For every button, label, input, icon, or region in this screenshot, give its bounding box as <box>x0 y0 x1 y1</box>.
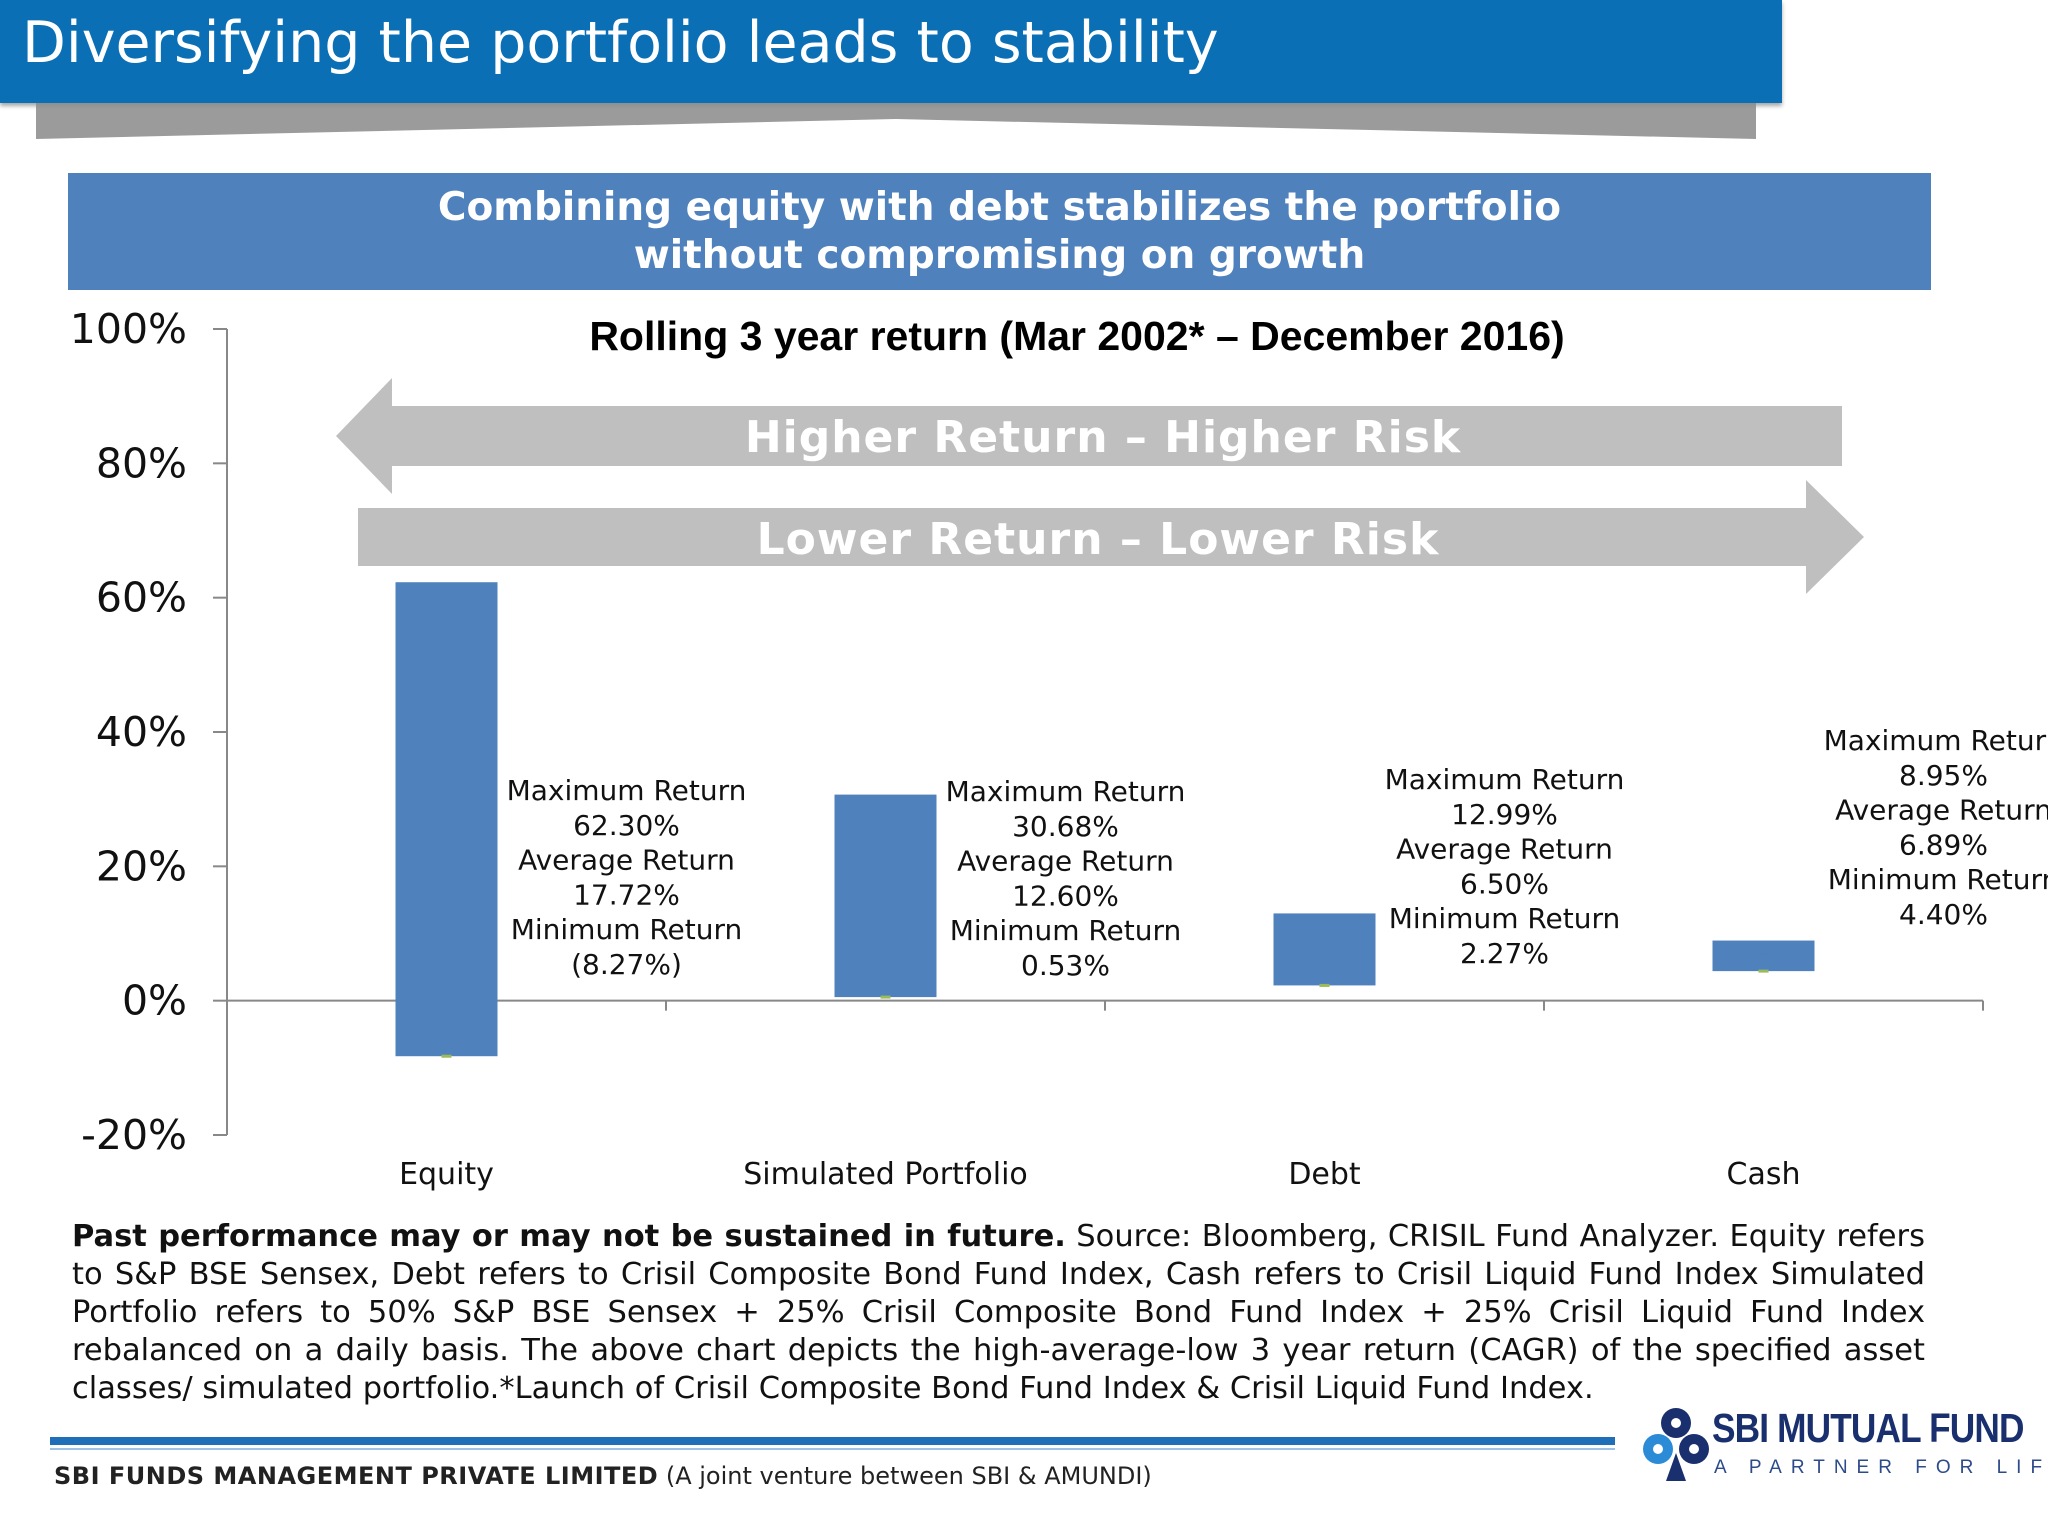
subtitle-line-2: without compromising on growth <box>633 232 1366 278</box>
title-bar-shadow <box>36 103 1756 139</box>
x-category-label: Debt <box>1288 1157 1361 1192</box>
data-label: Average Return <box>1396 833 1613 866</box>
y-tick-label: -20% <box>81 1111 187 1159</box>
subtitle-banner: Combining equity with debt stabilizes th… <box>68 173 1931 290</box>
y-tick-label: 20% <box>96 842 187 890</box>
data-label: Minimum Return <box>1828 863 2048 896</box>
data-label: Maximum Return <box>1385 763 1625 796</box>
logo-name: SBI MUTUAL FUND <box>1712 1405 2024 1451</box>
footer-rule <box>50 1437 1615 1445</box>
data-label: Maximum Return <box>1824 724 2048 757</box>
footnote-source: Source: Bloomberg, CRISIL Fund Analyzer.… <box>72 1219 1925 1406</box>
lower-risk-arrow <box>358 480 1864 594</box>
arrow-layer: Higher Return – Higher Risk Lower Return… <box>336 378 1864 594</box>
higher-risk-arrow <box>336 378 1842 494</box>
data-label: 62.30% <box>573 809 680 842</box>
bar-debt <box>1273 913 1376 986</box>
data-label: 12.99% <box>1451 798 1558 831</box>
bar-equity <box>395 582 498 1057</box>
footnote: Past performance may or may not be susta… <box>72 1218 1925 1408</box>
data-label: Minimum Return <box>511 913 743 946</box>
data-label: 4.40% <box>1899 898 1988 931</box>
data-label: Minimum Return <box>1389 902 1621 935</box>
sbi-logo-icon <box>1643 1408 1709 1481</box>
company-line: SBI FUNDS MANAGEMENT PRIVATE LIMITED (A … <box>54 1462 1152 1490</box>
data-label: Minimum Return <box>950 914 1182 947</box>
y-tick-label: 40% <box>96 708 187 756</box>
data-label: 17.72% <box>573 878 680 911</box>
data-label: 0.53% <box>1021 949 1110 982</box>
bar-layer <box>395 582 1815 1058</box>
chart: -20% 0% 20% 40% 60% 80% 100% Higher Return – H… <box>70 305 2048 1192</box>
data-label: 6.89% <box>1899 828 1988 861</box>
company-note: (A joint venture between SBI & AMUNDI) <box>658 1462 1152 1490</box>
data-label: 2.27% <box>1460 937 1549 970</box>
axis-layer: -20% 0% 20% 40% 60% 80% 100% <box>70 305 1984 1159</box>
page-title: Diversifying the portfolio leads to stab… <box>22 10 1219 76</box>
x-category-label: Cash <box>1727 1157 1801 1192</box>
data-label: 12.60% <box>1012 879 1119 912</box>
y-tick-label: 0% <box>122 977 187 1025</box>
higher-risk-label: Higher Return – Higher Risk <box>745 412 1462 463</box>
y-tick-label: 100% <box>70 305 187 353</box>
data-label: Average Return <box>1835 794 2048 827</box>
x-category-label: Equity <box>399 1157 494 1192</box>
bar-cash <box>1712 940 1815 972</box>
data-label: Maximum Return <box>507 774 747 807</box>
data-label: Average Return <box>957 845 1174 878</box>
subtitle-line-1: Combining equity with debt stabilizes th… <box>437 184 1562 230</box>
data-label: (8.27%) <box>571 948 682 981</box>
y-tick-label: 60% <box>96 574 187 622</box>
x-category-label: Simulated Portfolio <box>743 1157 1028 1192</box>
data-label: 8.95% <box>1899 759 1988 792</box>
y-tick-label: 80% <box>96 439 187 487</box>
logo-tagline: A PARTNER FOR LIFE <box>1714 1457 2048 1478</box>
company-name: SBI FUNDS MANAGEMENT PRIVATE LIMITED <box>54 1462 659 1490</box>
footer-rule-thin <box>50 1448 1615 1450</box>
data-label: 30.68% <box>1012 810 1119 843</box>
chart-title: Rolling 3 year return (Mar 2002* – Decem… <box>589 313 1564 359</box>
footnote-disclaimer: Past performance may or may not be susta… <box>72 1219 1066 1254</box>
data-label: Maximum Return <box>946 775 1186 808</box>
data-label: 6.50% <box>1460 867 1549 900</box>
title-bar: Diversifying the portfolio leads to stab… <box>0 0 1782 103</box>
lower-risk-label: Lower Return – Lower Risk <box>757 514 1440 565</box>
data-label: Average Return <box>518 844 735 877</box>
bar-simulated-portfolio <box>834 794 937 998</box>
